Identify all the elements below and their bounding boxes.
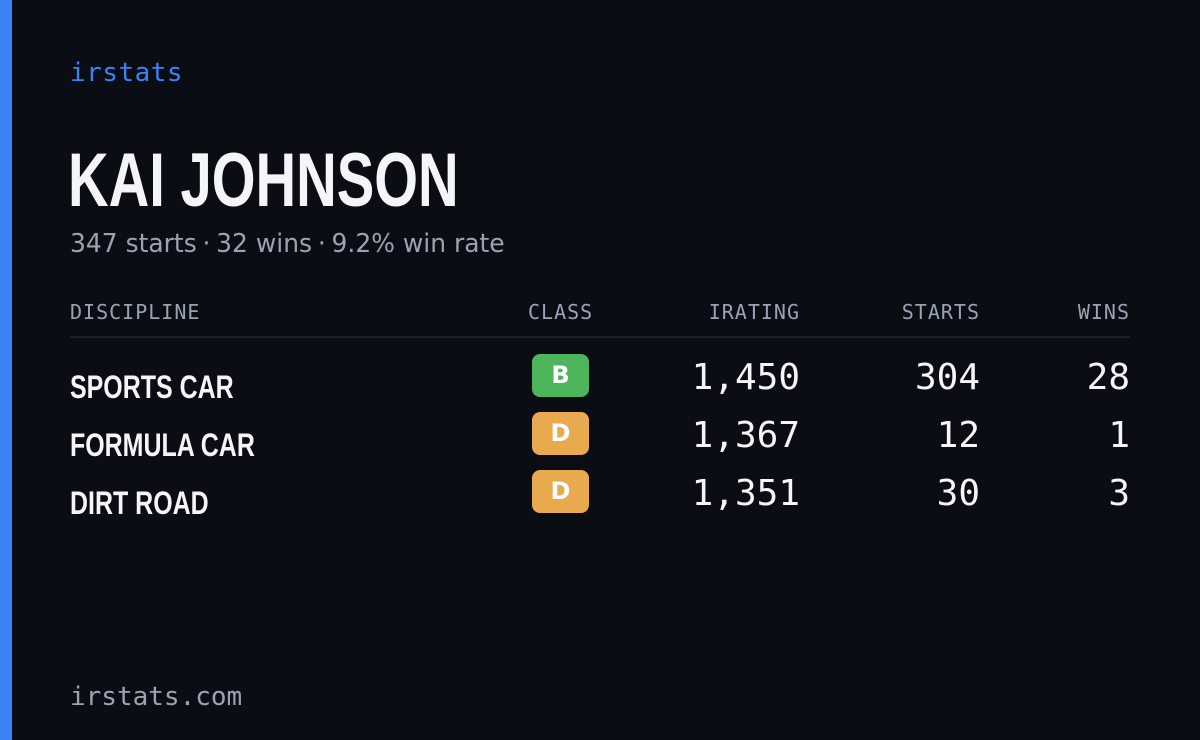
class-badge: B — [532, 354, 589, 397]
starts-summary: 347 starts — [70, 229, 197, 259]
table-row: DIRT ROAD D 1,351 30 3 — [70, 470, 1130, 528]
discipline-name: SPORTS CAR — [70, 369, 234, 405]
footer-url[interactable]: irstats.com — [70, 682, 243, 712]
table-header: DISCIPLINE CLASS IRATING STARTS WINS — [70, 296, 1130, 338]
win-rate-summary: 9.2% win rate — [331, 229, 505, 259]
table-row: FORMULA CAR D 1,367 12 1 — [70, 412, 1130, 470]
player-summary: 347 starts · 32 wins · 9.2% win rate — [70, 226, 505, 262]
table-body: SPORTS CAR B 1,450 304 28 FORMULA CAR D … — [70, 354, 1130, 528]
irating-value: 1,450 — [691, 357, 800, 398]
class-badge: D — [532, 470, 589, 513]
player-name: KAI JOHNSON — [68, 138, 459, 223]
brand-logo[interactable]: irstats — [70, 58, 184, 88]
header-wins: WINS — [1077, 300, 1130, 324]
header-class: CLASS — [528, 300, 594, 324]
table-row: SPORTS CAR B 1,450 304 28 — [70, 354, 1130, 412]
separator: · — [202, 229, 211, 259]
wins-value: 3 — [1108, 473, 1130, 514]
discipline-name: FORMULA CAR — [70, 427, 255, 463]
wins-value: 1 — [1108, 415, 1130, 456]
discipline-table: DISCIPLINE CLASS IRATING STARTS WINS SPO… — [70, 296, 1130, 528]
starts-value: 304 — [914, 357, 980, 398]
irating-value: 1,367 — [691, 415, 800, 456]
header-discipline: DISCIPLINE — [70, 300, 201, 324]
header-irating: IRATING — [708, 300, 800, 324]
separator: · — [317, 229, 326, 259]
starts-value: 12 — [936, 415, 980, 456]
header-starts: STARTS — [901, 300, 980, 324]
discipline-name: DIRT ROAD — [70, 485, 209, 521]
irating-value: 1,351 — [691, 473, 800, 514]
starts-value: 30 — [936, 473, 980, 514]
wins-summary: 32 wins — [216, 229, 313, 259]
wins-value: 28 — [1086, 357, 1130, 398]
accent-bar — [0, 0, 12, 740]
class-badge: D — [532, 412, 589, 455]
